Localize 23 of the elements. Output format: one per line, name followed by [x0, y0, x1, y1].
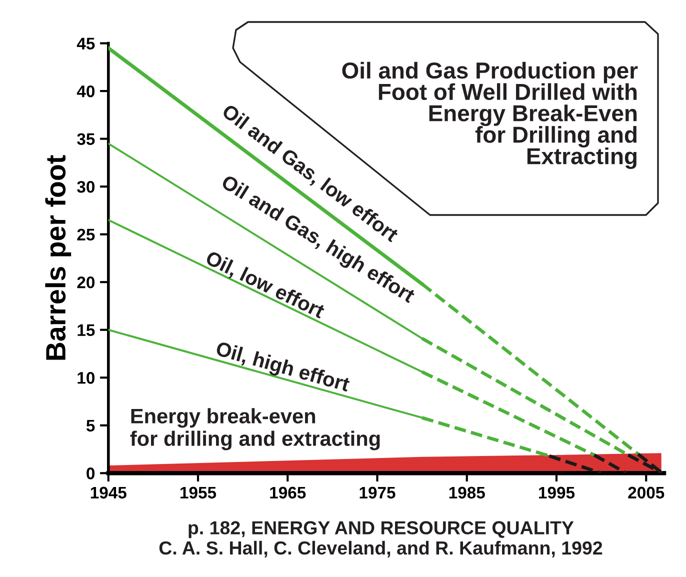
text: Oil, high effort	[214, 340, 351, 396]
y-tick-label: 30	[77, 180, 95, 193]
x-tick-label: 1965	[270, 486, 306, 499]
y-tick-label: 0	[86, 468, 95, 480]
x-tick-label: 1995	[539, 486, 575, 499]
y-tick-label: 10	[78, 372, 95, 384]
text: Oil, low effort	[204, 250, 326, 322]
x-tick-label: 1985	[449, 486, 485, 499]
y-tick-label: 5	[86, 420, 95, 432]
x-tick-label: 2005	[628, 486, 664, 499]
y-tick-label: 15	[78, 324, 95, 336]
text: Oil and Gas Production per Foot of Well Drilled with Energy Break-Even for Drilling and Extracting	[342, 62, 638, 169]
y-axis-title: Barrels per foot	[45, 155, 72, 360]
x-tick-label: 1955	[180, 486, 216, 499]
y-tick-label: 20	[77, 276, 95, 288]
y-tick-label: 35	[77, 133, 95, 146]
series-label: Energy break-even for drilling and extracting	[130, 408, 380, 450]
text: p. 182, ENERGY AND RESOURCE QUALITY C. A. S. Hall, C. Cleveland, and R. Kaufmann, 1992	[159, 521, 602, 558]
y-tick-label: 25	[77, 228, 95, 241]
y-tick-label: 40	[76, 85, 95, 98]
x-tick-label: 1945	[90, 486, 126, 499]
y-tick-label: 45	[76, 38, 95, 50]
x-tick-label: 1975	[360, 486, 396, 499]
